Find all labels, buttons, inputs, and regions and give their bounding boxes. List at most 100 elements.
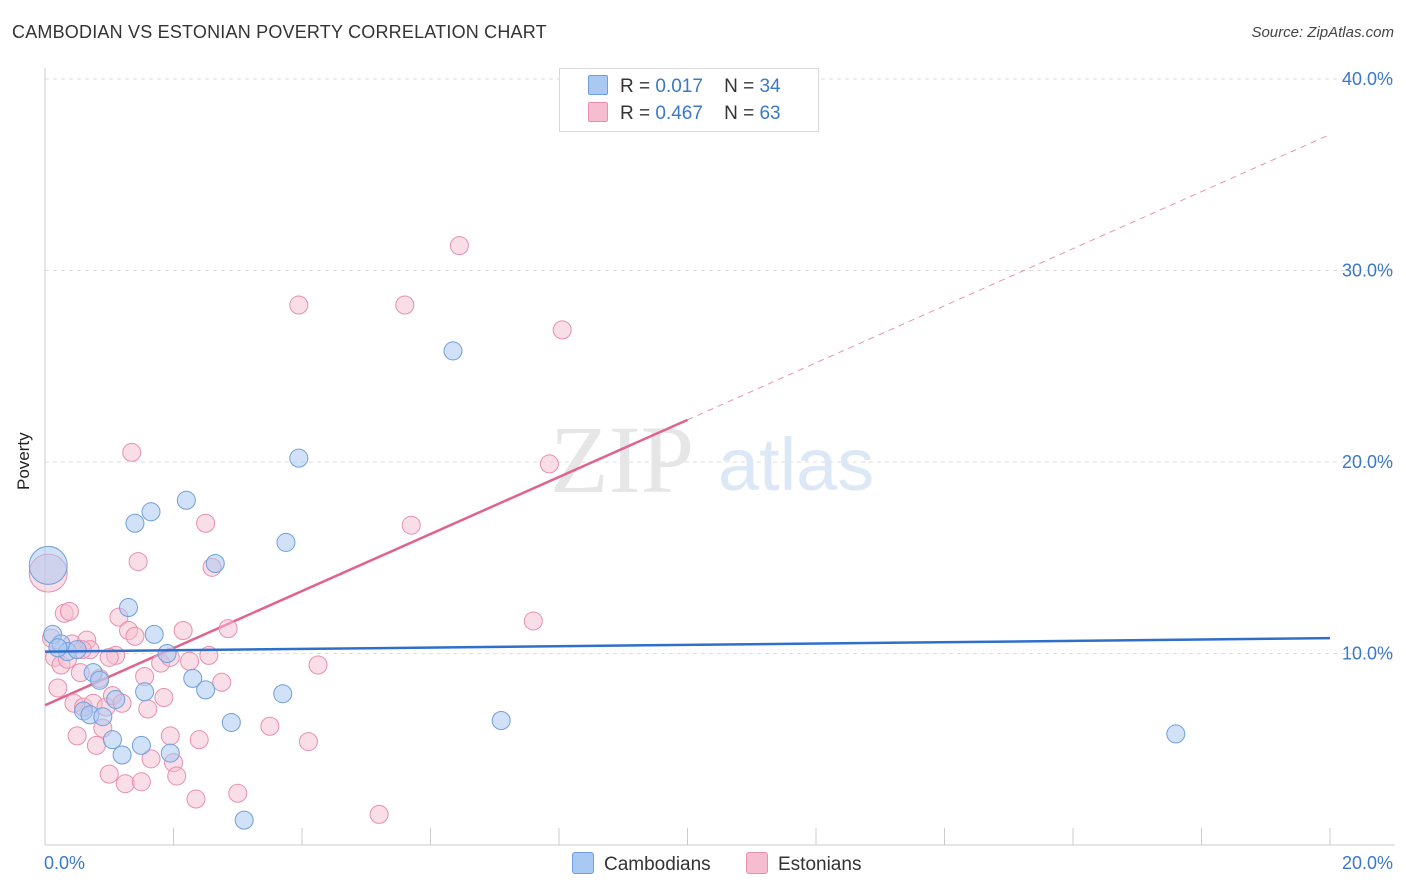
legend-n-label: N = <box>724 76 755 97</box>
cambodians-swatch <box>572 852 594 874</box>
cambodian-point <box>276 532 296 552</box>
watermark-atlas: atlas <box>718 423 874 506</box>
tick-labels: 10.0% 20.0% 30.0% 40.0% 0.0% 20.0% <box>44 69 1393 873</box>
estonians-label: Estonians <box>778 854 862 875</box>
axes <box>44 68 1395 846</box>
cambodian-point <box>144 624 164 644</box>
cambodian-point <box>221 712 241 732</box>
cambodian-point <box>205 553 225 573</box>
cambodian-point <box>160 743 180 763</box>
estonians-trend-dashed <box>687 134 1331 421</box>
legend-row-cambodians: R = 0.017 N = 34 <box>588 75 781 99</box>
legend-r-label: R = <box>620 103 651 124</box>
cambodian-point <box>273 684 293 704</box>
legend-n-value: 63 <box>759 103 781 124</box>
estonian-point <box>228 783 248 803</box>
cambodian-point <box>67 640 87 660</box>
estonian-point <box>260 716 280 736</box>
estonian-point <box>48 678 68 698</box>
blue-swatch <box>588 75 608 95</box>
y-tick-label-10: 10.0% <box>1342 644 1393 664</box>
cambodians-label: Cambodians <box>604 854 711 875</box>
estonian-point <box>86 735 106 755</box>
cambodian-point <box>28 545 68 585</box>
watermark: ZIP atlas <box>550 406 874 513</box>
estonian-point <box>125 626 145 646</box>
estonians-trend-solid <box>44 418 689 707</box>
estonian-point <box>180 651 200 671</box>
cambodian-point <box>90 670 110 690</box>
cambodian-point <box>141 502 161 522</box>
estonian-point <box>523 611 543 631</box>
estonians-trend <box>44 134 1331 707</box>
estonian-point <box>308 655 328 675</box>
cambodians-trend-solid <box>44 636 1331 653</box>
estonian-point <box>173 621 193 641</box>
cambodian-point <box>196 680 216 700</box>
estonian-point <box>141 749 161 769</box>
estonian-point <box>167 766 187 786</box>
watermark-zip: ZIP <box>550 406 694 513</box>
estonian-point <box>189 730 209 750</box>
cambodian-point <box>289 448 309 468</box>
cambodian-point <box>131 735 151 755</box>
scatter-points <box>28 236 1186 830</box>
legend-n-label: N = <box>724 103 755 124</box>
estonian-point <box>67 726 87 746</box>
chart-source: Source: ZipAtlas.com <box>1251 24 1394 41</box>
cambodian-point <box>106 689 126 709</box>
y-tick-label-20: 20.0% <box>1342 452 1393 472</box>
cambodian-point <box>93 707 113 727</box>
legend-r-value: 0.467 <box>655 103 703 124</box>
estonian-point <box>449 236 469 256</box>
cambodians-trend <box>44 636 1331 653</box>
estonian-point <box>154 688 174 708</box>
estonian-point <box>59 601 79 621</box>
chart-title: CAMBODIAN VS ESTONIAN POVERTY CORRELATIO… <box>12 22 547 42</box>
estonian-point <box>298 732 318 752</box>
grid-lines <box>45 78 1395 654</box>
cambodian-point <box>157 644 177 663</box>
estonians-swatch <box>746 852 768 874</box>
y-tick-label-30: 30.0% <box>1342 261 1393 281</box>
cambodian-point <box>135 682 155 702</box>
cambodian-point <box>102 730 122 750</box>
cambodian-point <box>125 513 145 533</box>
estonian-point <box>99 647 119 667</box>
estonian-point <box>212 672 232 692</box>
estonian-point <box>401 515 421 535</box>
estonian-point <box>289 295 309 315</box>
cambodian-point <box>119 598 139 618</box>
pink-swatch <box>588 102 608 122</box>
cambodian-point <box>48 638 68 658</box>
stats-legend: R = 0.017 N = 34 R = 0.467 N = 63 <box>559 68 819 132</box>
estonian-point <box>122 442 142 462</box>
cambodian-point <box>491 711 511 731</box>
estonian-point <box>395 295 415 315</box>
cambodian-point <box>234 810 254 830</box>
estonian-point <box>128 552 148 572</box>
estonian-point <box>131 772 151 792</box>
cambodian-point <box>443 341 463 361</box>
estonian-point <box>115 774 135 794</box>
estonian-point <box>138 699 158 719</box>
cambodian-point <box>1166 724 1186 744</box>
cambodian-point <box>183 668 203 688</box>
legend-row-estonians: R = 0.467 N = 63 <box>588 102 781 126</box>
estonian-point <box>186 789 206 809</box>
estonian-point <box>99 764 119 784</box>
estonian-point <box>552 320 572 340</box>
x-tick-label-min: 0.0% <box>44 853 85 873</box>
estonian-point <box>369 804 389 824</box>
cambodian-point <box>112 745 132 765</box>
cambodian-point <box>176 490 196 510</box>
legend-r-value: 0.017 <box>655 76 703 97</box>
legend-r-label: R = <box>620 76 651 97</box>
bottom-legend-estonians: Estonians <box>746 852 861 876</box>
estonian-point <box>218 619 238 639</box>
legend-n-value: 34 <box>759 76 781 97</box>
x-tick-label-max: 20.0% <box>1342 853 1393 873</box>
y-tick-label-40: 40.0% <box>1342 69 1393 89</box>
estonian-point <box>539 454 559 474</box>
bottom-legend-cambodians: Cambodians <box>572 852 711 876</box>
